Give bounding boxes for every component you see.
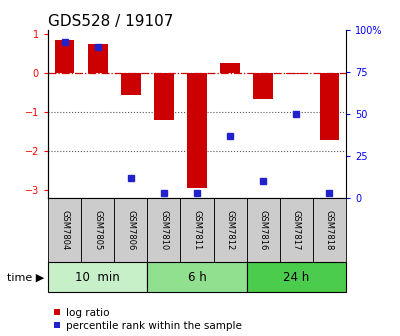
Bar [220,64,240,73]
Text: time ▶: time ▶ [7,272,44,282]
Bar [253,73,273,98]
Text: 24 h: 24 h [283,271,310,284]
Bar [48,198,81,262]
Text: GSM7812: GSM7812 [226,210,235,250]
Text: 6 h: 6 h [188,271,206,284]
Legend: log ratio, percentile rank within the sample: log ratio, percentile rank within the sa… [53,308,242,331]
Text: GSM7806: GSM7806 [126,210,135,250]
Text: GSM7804: GSM7804 [60,210,69,250]
Bar [247,198,280,262]
Bar [121,73,141,95]
Bar [187,73,207,188]
Text: GDS528 / 19107: GDS528 / 19107 [48,14,173,29]
Bar [154,73,174,120]
Bar [147,198,180,262]
Bar [180,198,214,262]
Text: GSM7817: GSM7817 [292,210,301,250]
Text: GSM7818: GSM7818 [325,210,334,250]
Text: GSM7811: GSM7811 [192,210,202,250]
Bar [81,198,114,262]
Bar [55,40,74,73]
Bar [88,44,108,73]
Bar [280,198,313,262]
Bar [48,262,147,292]
Text: GSM7810: GSM7810 [159,210,168,250]
Bar [320,73,339,140]
Text: GSM7816: GSM7816 [259,210,268,250]
Bar [247,262,346,292]
Bar [286,73,306,74]
Text: GSM7805: GSM7805 [93,210,102,250]
Text: 10  min: 10 min [75,271,120,284]
Bar [313,198,346,262]
Bar [147,262,247,292]
Bar [214,198,247,262]
Bar [114,198,147,262]
